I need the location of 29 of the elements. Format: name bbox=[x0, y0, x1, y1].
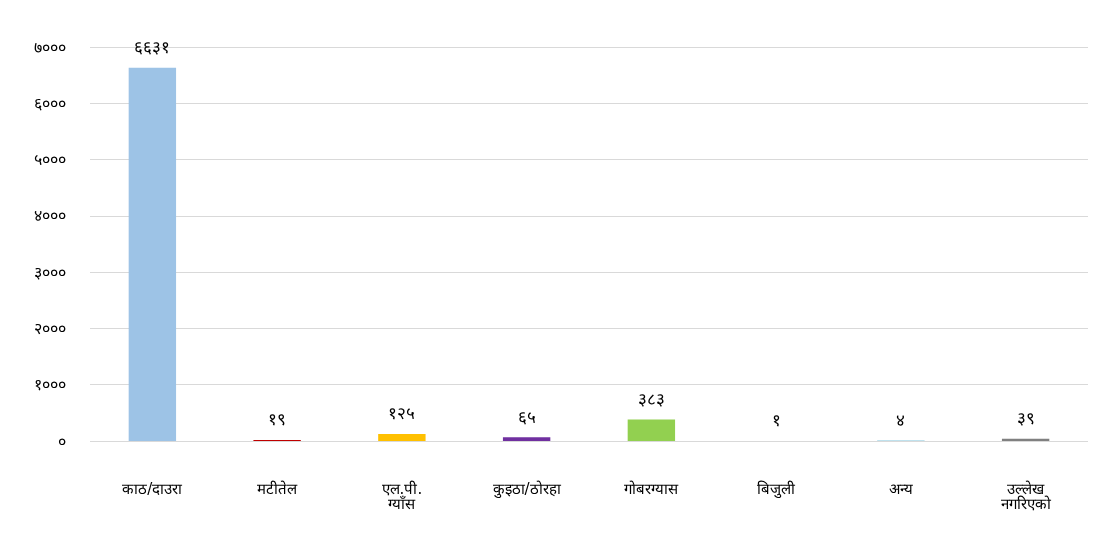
x-tick-label: मटीतेल bbox=[257, 479, 299, 498]
data-label: ३८३ bbox=[637, 388, 665, 409]
y-tick-label: ३००० bbox=[34, 262, 66, 282]
bar bbox=[627, 419, 676, 441]
bar bbox=[502, 437, 551, 441]
data-label: ६६३१ bbox=[134, 37, 171, 58]
y-tick-label: २००० bbox=[34, 318, 66, 338]
y-tick-label: १००० bbox=[34, 375, 66, 395]
y-tick-label: ६००० bbox=[34, 93, 66, 113]
y-tick-label: ४००० bbox=[34, 206, 66, 226]
x-tick-label: बिजुली bbox=[757, 479, 797, 499]
x-tick-label: कुइठा/ठोरहा bbox=[492, 479, 562, 499]
x-tick-label: अन्य bbox=[888, 479, 913, 498]
x-tick-label: उल्लेख नगरिएको bbox=[1000, 479, 1052, 513]
y-tick-label: ५००० bbox=[34, 150, 66, 170]
bar bbox=[378, 433, 426, 441]
y-tick-label: ० bbox=[58, 431, 66, 451]
data-label: ४ bbox=[896, 410, 906, 431]
data-label: १२५ bbox=[388, 403, 416, 424]
x-tick-label: एल.पी. ग्याँस bbox=[381, 479, 423, 513]
data-label: १९ bbox=[268, 409, 287, 430]
y-tick-label: ७००० bbox=[34, 37, 66, 57]
data-label: ३९ bbox=[1016, 408, 1035, 429]
data-label: १ bbox=[771, 410, 781, 431]
bar bbox=[1001, 438, 1050, 441]
data-label: ६५ bbox=[517, 406, 536, 427]
x-tick-label: काठ/दाउरा bbox=[122, 479, 184, 498]
bar bbox=[128, 67, 177, 441]
x-tick-label: गोबरग्यास bbox=[624, 479, 680, 498]
